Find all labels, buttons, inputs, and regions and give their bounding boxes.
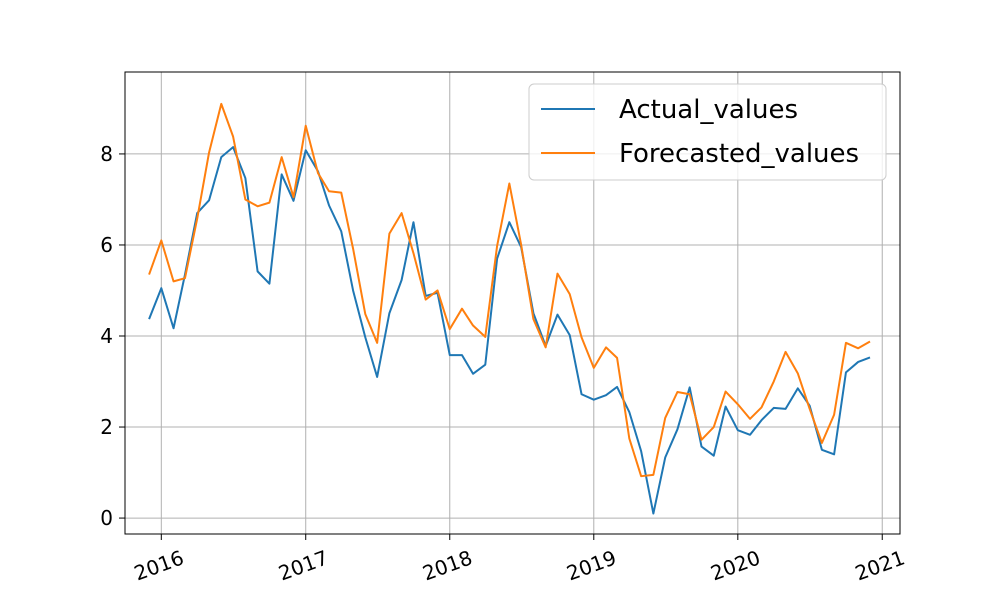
plot-frame xyxy=(124,71,901,535)
series-layer xyxy=(148,102,871,515)
legend-box xyxy=(528,83,887,181)
x-axis: 2016 2017 2018 2019 2020 2021 xyxy=(131,534,908,585)
y-tick-label: 0 xyxy=(100,506,113,530)
y-tick-label: 2 xyxy=(100,415,113,439)
y-axis: 0 2 4 6 8 xyxy=(100,142,125,530)
x-tick-label: 2016 xyxy=(131,545,187,585)
legend: Actual_values Forecasted_values xyxy=(528,83,887,181)
x-tick-label: 2019 xyxy=(563,545,619,585)
x-tick-label: 2021 xyxy=(852,545,908,585)
y-tick-label: 4 xyxy=(100,324,113,348)
x-tick-label: 2020 xyxy=(707,545,763,585)
series-line-forecasted-values xyxy=(148,102,871,478)
legend-label: Actual_values xyxy=(619,95,798,125)
x-tick-label: 2018 xyxy=(419,545,475,585)
y-tick-label: 8 xyxy=(100,142,113,166)
x-tick-label: 2017 xyxy=(275,545,331,585)
series-line-actual-values xyxy=(148,146,871,515)
legend-label: Forecasted_values xyxy=(619,139,859,169)
y-tick-label: 6 xyxy=(100,233,113,257)
